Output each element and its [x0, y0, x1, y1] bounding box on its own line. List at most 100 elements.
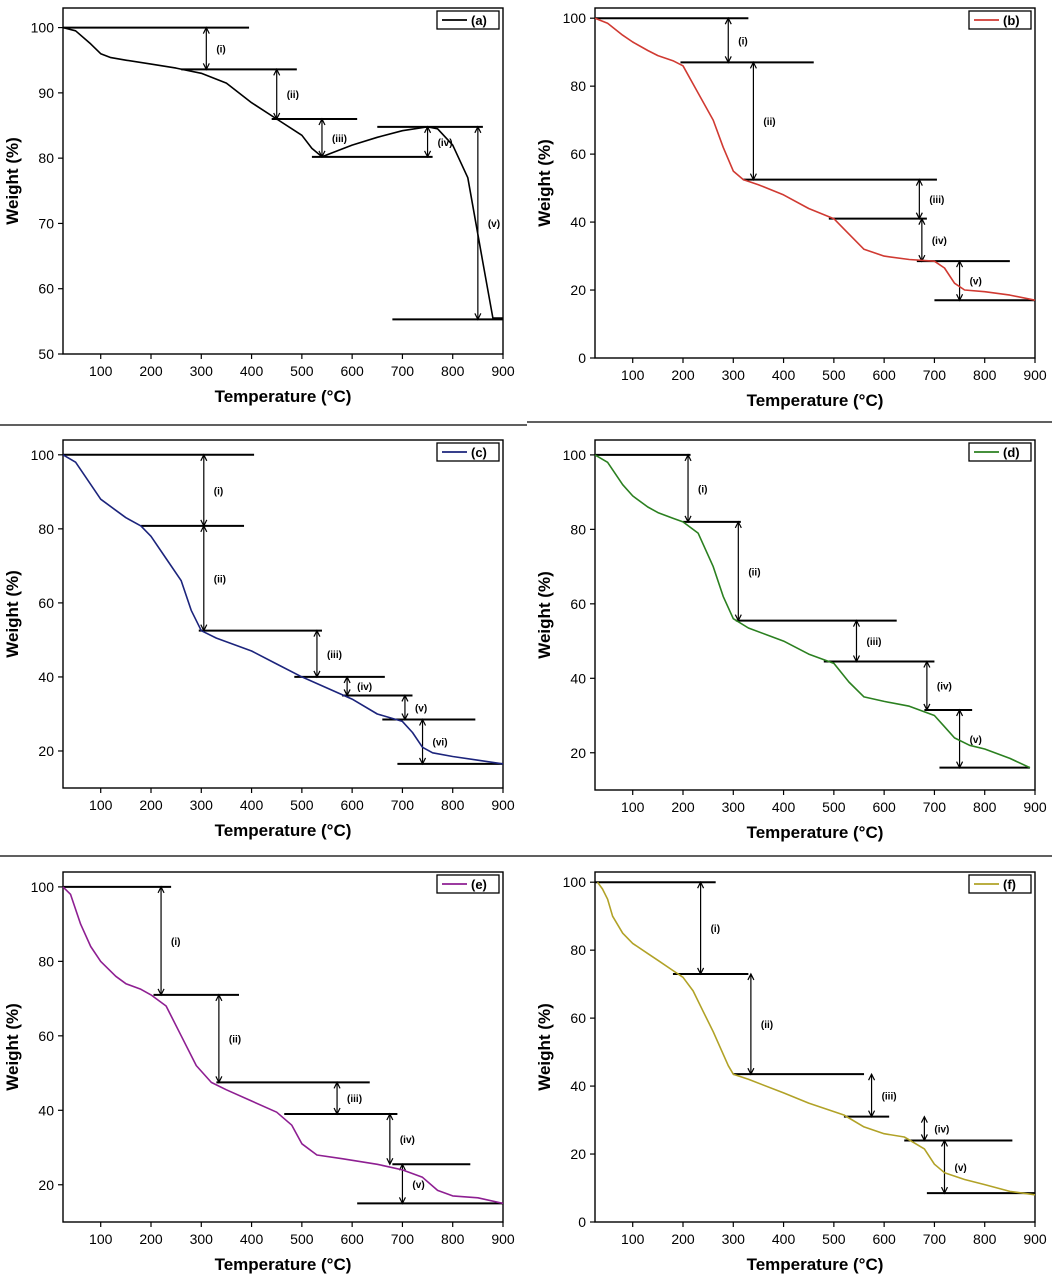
arrow-head-down [918, 254, 926, 263]
legend-box [436, 442, 500, 462]
y-axis-title: Weight (%) [3, 1003, 22, 1091]
x-tick-label: 300 [722, 367, 746, 383]
x-axis-title: Temperature (°C) [747, 823, 884, 842]
stage-arrow: (ii) [200, 524, 226, 633]
x-tick-label: 500 [822, 367, 846, 383]
stage-label: (iv) [934, 1125, 949, 1136]
x-tick-label: 500 [822, 799, 846, 815]
tga-curve-b [594, 17, 1036, 301]
stage-arrow: (v) [474, 125, 500, 321]
arrow-head-up [215, 993, 223, 1002]
x-tick-label: 900 [1023, 1231, 1047, 1247]
arrow-head-down [343, 689, 351, 697]
arrow-head-up [401, 694, 409, 702]
arrow-head-up [956, 259, 964, 268]
tga-curve-c [62, 454, 504, 765]
y-tick-label: 80 [38, 150, 54, 166]
x-tick-label: 600 [340, 1231, 364, 1247]
panel-a: 100 200 300 400 500 600 700 800 900 50 60 70 80 90 100… [3, 7, 515, 406]
x-tick-label: 900 [491, 1231, 515, 1247]
stage-arrow: (ii) [273, 68, 299, 121]
x-tick-label: 400 [772, 799, 796, 815]
x-tick-label: 600 [340, 797, 364, 813]
stage-arrow: (iii) [333, 1081, 362, 1116]
arrow-head-up [200, 453, 208, 462]
y-tick-label: 80 [570, 78, 586, 94]
y-tick-label: 40 [570, 1078, 586, 1094]
legend: (e) [436, 874, 500, 894]
legend: (a) [436, 10, 500, 30]
x-tick-label: 200 [139, 797, 163, 813]
x-tick-label: 900 [491, 797, 515, 813]
arrow-head-up [343, 675, 351, 684]
legend-box [968, 442, 1032, 462]
x-axis-title: Temperature (°C) [215, 821, 352, 840]
arrow-head-up [398, 1162, 406, 1171]
x-tick-label: 100 [89, 797, 113, 813]
stage-label: (iii) [332, 134, 347, 145]
stage-arrow: (vi) [419, 718, 448, 766]
x-tick-label: 200 [139, 1231, 163, 1247]
stage-label: (iii) [347, 1094, 362, 1105]
arrow-head-up [273, 68, 281, 76]
stage-arrow: (ii) [747, 972, 773, 1076]
x-tick-label: 200 [671, 1231, 695, 1247]
arrow-head-up [386, 1112, 394, 1121]
y-tick-label: 80 [38, 953, 54, 969]
stage-label: (iv) [400, 1135, 415, 1146]
stage-label: (iv) [357, 682, 372, 693]
stage-label: (ii) [229, 1035, 241, 1046]
stage-label: (v) [970, 277, 982, 288]
arrow-head-down [956, 761, 964, 770]
y-axis-title: Weight (%) [3, 137, 22, 225]
stage-label: (v) [412, 1180, 424, 1191]
x-tick-label: 800 [441, 1231, 465, 1247]
arrow-head-up [684, 453, 692, 462]
x-tick-label: 600 [340, 363, 364, 379]
x-tick-label: 900 [491, 363, 515, 379]
stage-arrow: (iv) [923, 660, 952, 712]
x-tick-label: 200 [139, 363, 163, 379]
arrow-head-up [724, 16, 732, 25]
tga-curve-e [62, 886, 504, 1205]
stage-label: (ii) [287, 90, 299, 101]
plot-frame [594, 7, 1036, 359]
x-tick-label: 500 [290, 797, 314, 813]
stage-arrow: (i) [697, 880, 720, 976]
x-tick-label: 400 [772, 1231, 796, 1247]
x-tick-label: 300 [190, 363, 214, 379]
x-tick-label: 100 [621, 367, 645, 383]
stage-arrow: (iv) [918, 217, 947, 263]
legend-label: (b) [1003, 13, 1020, 28]
arrow-head-up [474, 125, 482, 134]
arrow-head-up [749, 61, 757, 69]
stage-arrow: (v) [956, 708, 982, 770]
stage-label: (ii) [214, 574, 226, 585]
x-tick-label: 100 [621, 1231, 645, 1247]
y-tick-label: 20 [38, 743, 54, 759]
arrow-head-down [734, 614, 742, 622]
y-tick-label: 0 [578, 350, 586, 366]
legend: (f) [968, 874, 1032, 894]
y-tick-label: 60 [38, 595, 54, 611]
stage-arrow: (ii) [215, 993, 241, 1084]
arrow-head-up [419, 718, 427, 726]
x-tick-label: 600 [872, 367, 896, 383]
legend-label: (f) [1003, 877, 1016, 892]
arrow-head-up [202, 26, 210, 34]
stage-label: (i) [698, 484, 707, 495]
arrow-head-down [697, 967, 705, 976]
x-tick-label: 100 [89, 1231, 113, 1247]
x-tick-label: 600 [872, 799, 896, 815]
y-tick-label: 40 [570, 670, 586, 686]
y-tick-label: 40 [570, 214, 586, 230]
arrow-head-down [386, 1158, 394, 1166]
stage-arrow: (v) [398, 1162, 425, 1205]
y-tick-label: 80 [38, 521, 54, 537]
stage-label: (iii) [327, 650, 342, 661]
x-axis-title: Temperature (°C) [215, 1255, 352, 1274]
x-tick-label: 300 [190, 1231, 214, 1247]
arrow-head-down [868, 1110, 876, 1119]
